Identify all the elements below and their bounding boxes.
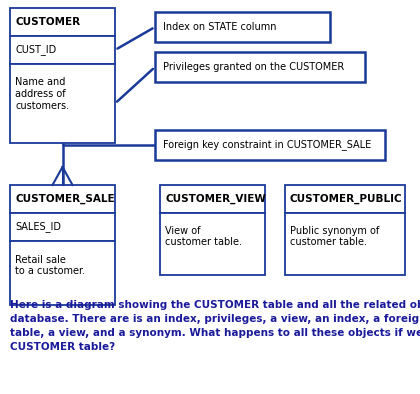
Text: Retail sale
to a customer.: Retail sale to a customer. [15, 255, 85, 276]
Bar [10, 36, 115, 64]
Text: table, a view, and a synonym. What happens to all these objects if we drop the: table, a view, and a synonym. What happe… [10, 328, 420, 338]
Bar [155, 130, 385, 160]
Bar [10, 8, 115, 36]
Text: database. There are is an index, privileges, a view, an index, a foreign key in : database. There are is an index, privile… [10, 314, 420, 324]
Bar [285, 213, 405, 275]
Text: CUSTOMER table?: CUSTOMER table? [10, 342, 115, 352]
Text: CUSTOMER_PUBLIC: CUSTOMER_PUBLIC [290, 194, 403, 204]
Bar [10, 241, 115, 305]
Text: Public synonym of
customer table.: Public synonym of customer table. [290, 226, 379, 247]
Text: Privileges granted on the CUSTOMER: Privileges granted on the CUSTOMER [163, 62, 344, 72]
Text: Name and
address of
customers.: Name and address of customers. [15, 77, 69, 111]
Text: Index on STATE column: Index on STATE column [163, 22, 276, 32]
Bar [160, 185, 265, 213]
Text: View of
customer table.: View of customer table. [165, 226, 242, 247]
Text: CUSTOMER: CUSTOMER [15, 17, 80, 27]
Text: SALES_ID: SALES_ID [15, 221, 61, 232]
Bar [160, 213, 265, 275]
Bar [155, 12, 330, 42]
Bar [285, 185, 405, 213]
Bar [155, 52, 365, 82]
Text: Here is a diagram showing the CUSTOMER table and all the related objects in the: Here is a diagram showing the CUSTOMER t… [10, 300, 420, 310]
Text: CUST_ID: CUST_ID [15, 45, 56, 56]
Text: CUSTOMER_VIEW: CUSTOMER_VIEW [165, 194, 266, 204]
Bar [10, 185, 115, 213]
Text: CUSTOMER_SALE: CUSTOMER_SALE [15, 194, 115, 204]
Bar [10, 213, 115, 241]
Text: Foreign key constraint in CUSTOMER_SALE: Foreign key constraint in CUSTOMER_SALE [163, 139, 371, 151]
Bar [10, 64, 115, 143]
